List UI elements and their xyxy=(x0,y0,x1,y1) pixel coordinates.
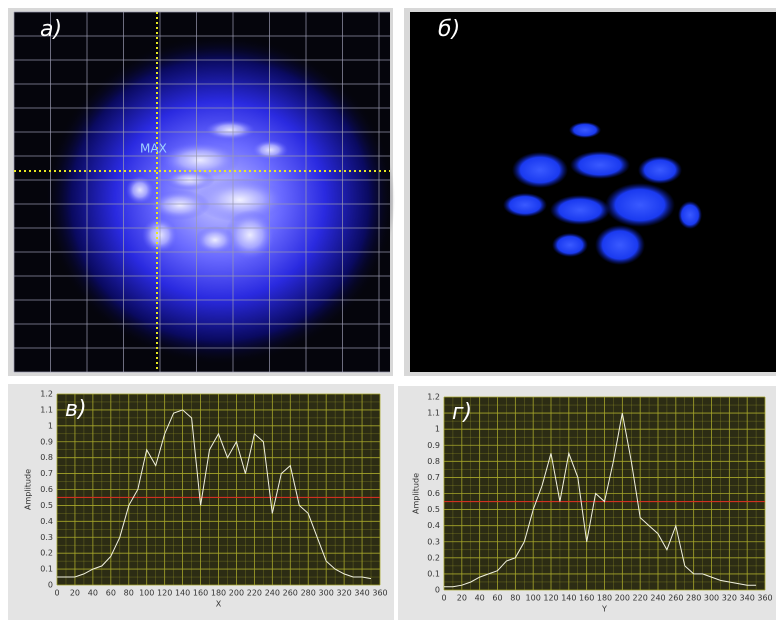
x-tick-label: 360 xyxy=(757,594,772,603)
x-tick-label: 220 xyxy=(247,589,262,598)
max-marker: MAX xyxy=(140,142,167,156)
x-tick-label: 320 xyxy=(336,589,351,598)
x-tick-label: 260 xyxy=(668,594,683,603)
spot xyxy=(605,183,675,227)
y-tick-label: 1.2 xyxy=(40,390,53,399)
x-tick-label: 240 xyxy=(650,594,665,603)
signal-line xyxy=(57,409,372,580)
panel-label: б) xyxy=(438,17,460,42)
y-tick-label: 0 xyxy=(48,581,53,590)
x-tick-label: 40 xyxy=(475,594,485,603)
hot-spot xyxy=(205,120,255,140)
y-tick-label: 0.3 xyxy=(427,537,440,546)
y-tick-label: 0.9 xyxy=(427,441,440,450)
x-tick-label: 60 xyxy=(492,594,502,603)
spot xyxy=(678,201,702,229)
x-tick-label: 300 xyxy=(319,589,334,598)
spot xyxy=(570,151,630,179)
x-tick-label: 160 xyxy=(579,594,594,603)
hot-spot xyxy=(225,210,275,260)
y-tick-label: 0.7 xyxy=(40,469,53,478)
y-tick-label: 0.6 xyxy=(40,485,53,494)
x-tick-label: 360 xyxy=(372,589,387,598)
hot-spot xyxy=(195,178,285,222)
signal-line xyxy=(444,413,757,588)
y-tick-label: 0.1 xyxy=(40,565,53,574)
x-tick-label: 180 xyxy=(597,594,612,603)
x-tick-label: 160 xyxy=(193,589,208,598)
x-tick-label: 100 xyxy=(526,594,541,603)
y-tick-label: 1 xyxy=(435,425,440,434)
x-tick-label: 40 xyxy=(88,589,98,598)
x-tick-label: 200 xyxy=(615,594,630,603)
y-tick-label: 0.5 xyxy=(40,501,53,510)
x-tick-label: 340 xyxy=(740,594,755,603)
y-tick-label: 1 xyxy=(48,421,53,430)
x-tick-label: 280 xyxy=(686,594,701,603)
y-tick-label: 0 xyxy=(435,586,440,595)
thresholded-spots xyxy=(503,122,702,265)
hot-spot xyxy=(126,176,154,204)
y-axis-label: Amplitude xyxy=(24,469,33,510)
y-tick-label: 0.7 xyxy=(427,473,440,482)
x-tick-label: 340 xyxy=(354,589,369,598)
spot xyxy=(569,122,601,138)
x-tick-label: 200 xyxy=(229,589,244,598)
spot xyxy=(503,193,547,217)
y-tick-label: 0.8 xyxy=(40,453,53,462)
y-tick-label: 0.2 xyxy=(40,549,53,558)
x-tick-label: 60 xyxy=(106,589,116,598)
x-tick-label: 80 xyxy=(510,594,520,603)
y-tick-label: 1.1 xyxy=(427,409,440,418)
spot xyxy=(595,225,645,265)
y-tick-label: 1.2 xyxy=(427,393,440,402)
image-b xyxy=(410,12,776,372)
y-axis-label: Amplitude xyxy=(412,473,421,514)
x-tick-label: 280 xyxy=(301,589,316,598)
spot xyxy=(552,233,588,257)
x-tick-label: 140 xyxy=(561,594,576,603)
x-axis-label: Y xyxy=(601,605,607,614)
y-tick-label: 0.9 xyxy=(40,437,53,446)
y-tick-label: 0.4 xyxy=(427,521,440,530)
x-tick-label: 120 xyxy=(157,589,172,598)
x-tick-label: 80 xyxy=(124,589,134,598)
x-tick-label: 120 xyxy=(543,594,558,603)
hot-spot xyxy=(160,142,240,178)
x-tick-label: 300 xyxy=(704,594,719,603)
x-tick-label: 140 xyxy=(175,589,190,598)
y-tick-label: 0.6 xyxy=(427,489,440,498)
x-tick-label: 100 xyxy=(139,589,154,598)
x-tick-label: 0 xyxy=(441,594,446,603)
y-tick-label: 0.8 xyxy=(427,457,440,466)
hot-spot xyxy=(150,190,210,220)
x-tick-label: 20 xyxy=(457,594,467,603)
x-tick-label: 260 xyxy=(283,589,298,598)
image-grid xyxy=(13,11,390,373)
x-tick-label: 320 xyxy=(722,594,737,603)
y-tick-label: 1.1 xyxy=(40,405,53,414)
y-tick-label: 0.1 xyxy=(427,569,440,578)
spot xyxy=(638,156,682,184)
y-tick-label: 0.2 xyxy=(427,553,440,562)
x-tick-label: 240 xyxy=(265,589,280,598)
spot xyxy=(550,195,610,225)
y-tick-label: 0.4 xyxy=(40,517,53,526)
x-tick-label: 0 xyxy=(54,589,59,598)
x-axis-label: X xyxy=(216,600,222,609)
y-tick-label: 0.5 xyxy=(427,505,440,514)
x-tick-label: 220 xyxy=(633,594,648,603)
spot xyxy=(512,152,568,188)
x-tick-label: 180 xyxy=(211,589,226,598)
hot-spot xyxy=(195,226,235,254)
x-tick-label: 20 xyxy=(70,589,80,598)
panel-label: в) xyxy=(65,397,87,422)
panel-label: г) xyxy=(452,400,472,425)
panel-label: а) xyxy=(40,17,62,42)
y-tick-label: 0.3 xyxy=(40,533,53,542)
